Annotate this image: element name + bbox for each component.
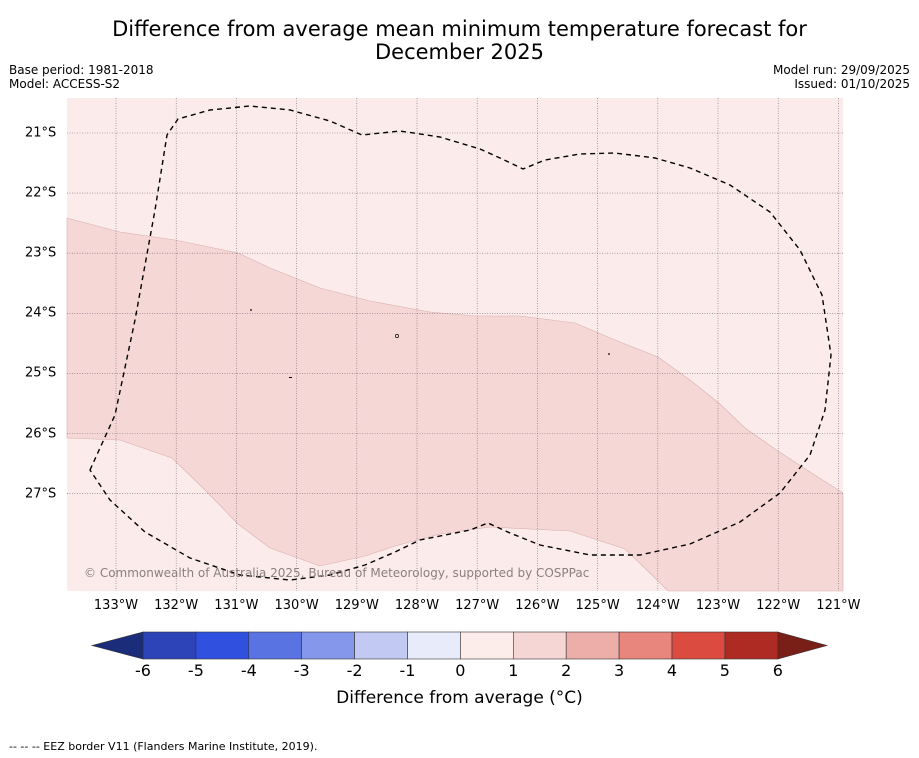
colorbar-tick-label: -6	[135, 661, 151, 680]
colorbar-segment	[354, 631, 408, 660]
eez-legend-footer: -- -- -- EEZ border V11 (Flanders Marine…	[9, 740, 318, 753]
colorbar-tick-label: 2	[561, 661, 572, 680]
issued-date: Issued: 01/10/2025	[794, 77, 910, 91]
island-marker	[289, 377, 292, 378]
longitude-label: 123°W	[695, 598, 741, 613]
longitude-label: 132°W	[154, 598, 199, 613]
colorbar-tick-label: 0	[455, 661, 466, 680]
colorbar	[90, 631, 829, 660]
colorbar-segment	[142, 631, 197, 660]
longitude-label: 129°W	[334, 598, 379, 613]
colorbar-tick-label: -4	[240, 661, 257, 680]
colorbar-tick-label: -1	[399, 661, 416, 680]
island-marker	[608, 353, 610, 355]
longitude-label: 124°W	[635, 598, 680, 613]
colorbar-high-extension	[777, 631, 829, 660]
chart-title: Difference from average mean minimum tem…	[0, 18, 919, 64]
colorbar-tick-label: 5	[719, 661, 730, 680]
longitude-label: 131°W	[214, 598, 259, 613]
anomaly-region-1-2	[66, 217, 844, 592]
colorbar-tick-label: -5	[187, 661, 204, 680]
model-run: Model run: 29/09/2025	[772, 63, 910, 77]
island-marker	[250, 309, 252, 311]
chart-title-line1: Difference from average mean minimum tem…	[112, 17, 807, 41]
colorbar-segment	[248, 631, 303, 660]
longitude-label: 128°W	[394, 598, 440, 613]
colorbar-segment	[195, 631, 250, 660]
base-period: Base period: 1981-2018	[9, 63, 154, 77]
meta-left: Base period: 1981-2018 Model: ACCESS-S2	[9, 63, 154, 91]
small-islands	[250, 309, 610, 378]
colorbar-tick-label: 3	[614, 661, 625, 680]
colorbar-low-extension	[90, 631, 144, 660]
longitude-label: 127°W	[455, 598, 500, 613]
latitude-label: 21°S	[25, 125, 57, 141]
copyright-text: © Commonwealth of Australia 2025, Bureau…	[84, 566, 589, 580]
colorbar-tick-label: -2	[346, 661, 363, 680]
longitude-label: 125°W	[575, 598, 620, 613]
colorbar-segment	[407, 631, 461, 660]
longitude-label: 121°W	[816, 598, 861, 613]
colorbar-tick-label: 4	[666, 661, 678, 680]
map-gridlines	[67, 98, 843, 591]
eez-border	[89, 105, 832, 581]
longitude-label: 126°W	[515, 598, 560, 613]
colorbar-tick-label: 6	[772, 661, 783, 680]
chart-title-line2: December 2025	[374, 40, 544, 64]
longitude-label: 130°W	[274, 598, 319, 613]
colorbar-tick-label: -3	[293, 661, 310, 680]
colorbar-segment	[512, 631, 567, 660]
colorbar-segment	[301, 631, 355, 660]
map-area: © Commonwealth of Australia 2025, Bureau…	[66, 98, 844, 592]
colorbar-segment	[618, 631, 673, 660]
meta-right: Model run: 29/09/2025 Issued: 01/10/2025	[773, 63, 910, 91]
colorbar-tick-label: 1	[508, 661, 519, 680]
colorbar-segment	[724, 631, 779, 660]
colorbar-title: Difference from average (°C)	[336, 688, 583, 708]
latitude-label: 23°S	[25, 245, 57, 261]
latitude-label: 24°S	[25, 305, 57, 321]
latitude-label: 27°S	[25, 486, 57, 502]
longitude-label: 133°W	[93, 598, 139, 613]
colorbar-segment	[460, 631, 514, 660]
colorbar-segment	[565, 631, 620, 660]
latitude-label: 22°S	[25, 185, 57, 201]
latitude-label: 26°S	[25, 426, 57, 441]
longitude-label: 122°W	[756, 598, 801, 613]
model-name: Model: ACCESS-S2	[9, 77, 121, 91]
island-marker	[395, 334, 399, 338]
latitude-label: 25°S	[25, 365, 57, 381]
colorbar-segment	[671, 631, 726, 660]
